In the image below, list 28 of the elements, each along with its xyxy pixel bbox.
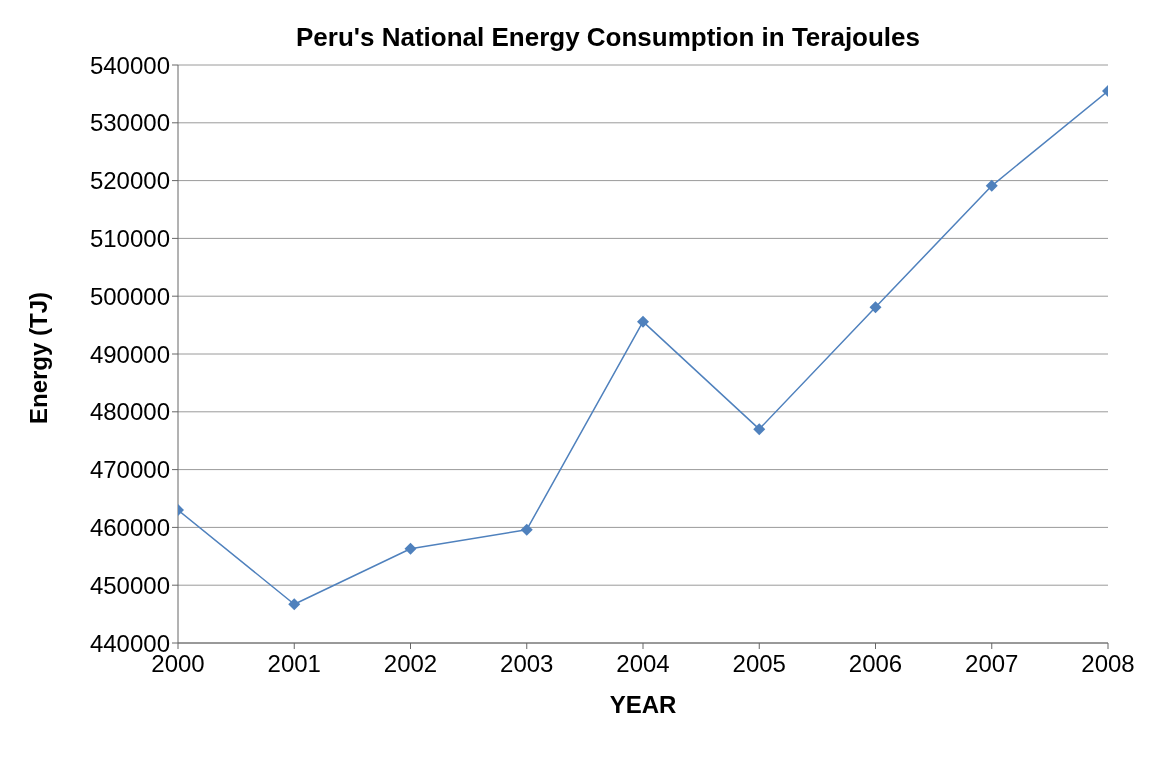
y-tick-label: 460000 [89, 513, 170, 541]
point [637, 315, 649, 328]
x-tick-label: 2007 [965, 650, 1019, 678]
x-tick-label: 2001 [267, 650, 321, 678]
x-tick-label: 2004 [616, 650, 670, 678]
y-tick-label: 510000 [89, 224, 170, 252]
point [869, 301, 882, 314]
y-tick-label: 470000 [89, 456, 170, 484]
point [753, 423, 766, 436]
x-axis-title: YEAR [609, 691, 677, 718]
x-tick-label: 2006 [848, 650, 903, 678]
y-tick-label: 450000 [89, 571, 170, 599]
point [288, 598, 301, 611]
x-tick-label: 2005 [732, 650, 786, 678]
y-tick-label: 490000 [89, 340, 170, 368]
y-axis-title: Energy (TJ) [24, 291, 52, 424]
y-tick-label: 480000 [89, 398, 170, 426]
point [404, 542, 417, 555]
y-tick-label: 520000 [89, 167, 170, 195]
y-tick-label: 540000 [89, 51, 170, 79]
point [520, 523, 533, 536]
point [985, 179, 998, 192]
x-tick-label: 2003 [500, 650, 554, 678]
chart-title: Peru's National Energy Consumption in Terajoules [295, 21, 921, 53]
y-tick-label: 500000 [89, 282, 170, 310]
x-tick-label: 2002 [383, 650, 438, 678]
y-tick-label: 530000 [89, 109, 170, 137]
x-tick-label: 2008 [1081, 650, 1135, 678]
